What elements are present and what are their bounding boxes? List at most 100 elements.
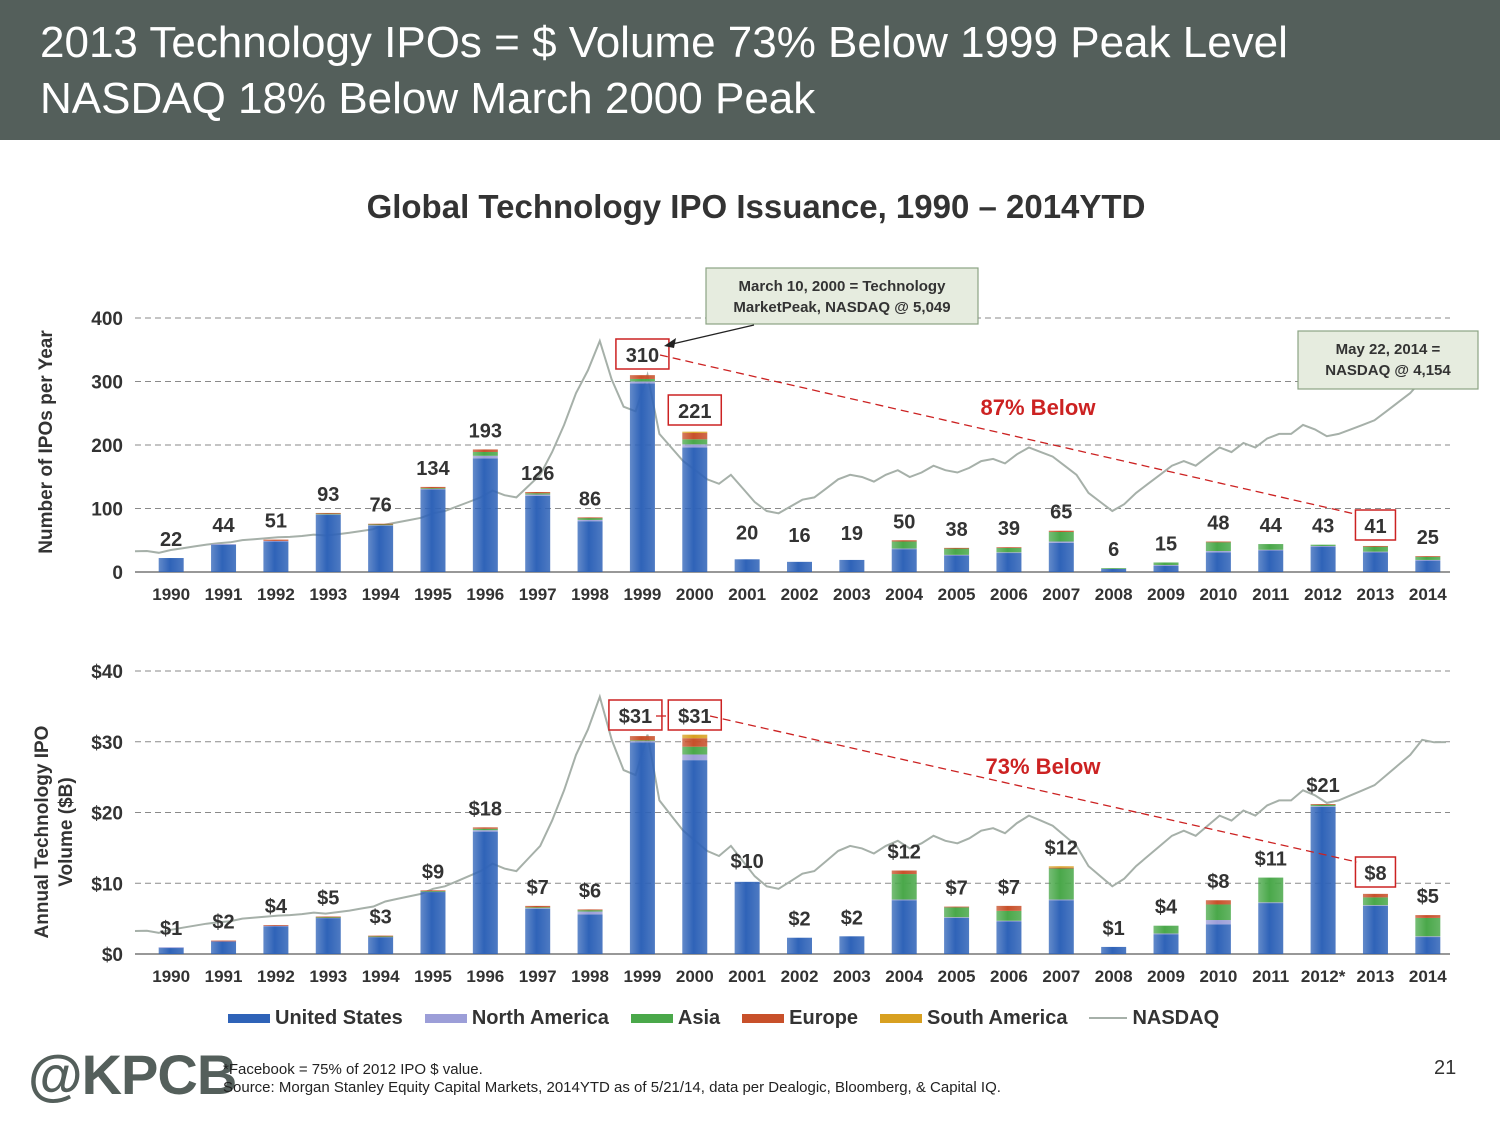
bar-north-america-2014 xyxy=(1415,559,1441,561)
bar-united-states-2008 xyxy=(1101,568,1127,572)
data-label-volume: $4 xyxy=(1155,897,1178,919)
x-tick-label-count: 1994 xyxy=(362,585,400,604)
bar-europe-2010 xyxy=(1205,541,1231,543)
data-label-count: 20 xyxy=(736,522,758,544)
data-label-volume: $8 xyxy=(1364,863,1386,885)
y-tick-label-count: 200 xyxy=(91,436,123,457)
data-label-count: 93 xyxy=(317,484,339,506)
bar-north-america-1992 xyxy=(263,540,289,542)
data-label-count: 38 xyxy=(945,519,967,541)
bar-asia-2010 xyxy=(1205,542,1231,552)
decline-trend-line-volume xyxy=(709,715,1358,863)
bar-united-states-2005 xyxy=(944,917,970,954)
bar-north-america-2013 xyxy=(1362,905,1388,906)
callout-2000-peak-text: March 10, 2000 = Technology xyxy=(739,278,947,295)
bar-asia-2007 xyxy=(1048,868,1074,900)
x-tick-label-volume: 2007 xyxy=(1042,967,1080,986)
bar-asia-1999 xyxy=(629,740,655,742)
highlight-box xyxy=(667,699,723,731)
data-label-volume: $5 xyxy=(317,888,339,910)
header-title-line-1: 2013 Technology IPOs = $ Volume 73% Belo… xyxy=(40,18,1288,67)
bar-north-america-2010 xyxy=(1205,920,1231,925)
bar-united-states-1994 xyxy=(368,525,394,572)
data-label-count: 39 xyxy=(998,518,1020,540)
bar-europe-1992 xyxy=(263,924,289,926)
bar-united-states-2000 xyxy=(682,760,708,954)
data-label-volume: $2 xyxy=(212,912,234,934)
bar-north-america-1991 xyxy=(211,544,237,545)
x-tick-label-count: 2003 xyxy=(833,585,871,604)
bar-north-america-2005 xyxy=(944,917,970,919)
x-tick-label-volume: 1992 xyxy=(257,967,295,986)
x-tick-label-count: 2013 xyxy=(1357,585,1395,604)
x-tick-label-count: 2009 xyxy=(1147,585,1185,604)
x-tick-label-volume: 2012* xyxy=(1301,967,1346,986)
y-axis-label-line: Volume ($B) xyxy=(56,777,77,886)
data-label-volume: $31 xyxy=(678,706,711,728)
decline-trend-line-count xyxy=(659,354,1356,515)
data-label-count: 86 xyxy=(579,488,601,510)
bar-europe-2006 xyxy=(996,547,1022,549)
x-tick-label-volume: 2002 xyxy=(781,967,819,986)
bar-united-states-2010 xyxy=(1205,552,1231,572)
data-label-volume: $7 xyxy=(527,877,549,899)
bar-asia-2004 xyxy=(891,541,917,549)
bar-united-states-1999 xyxy=(629,383,655,572)
bar-asia-2008 xyxy=(1101,568,1127,569)
bar-united-states-2006 xyxy=(996,921,1022,954)
bar-asia-2013 xyxy=(1362,546,1388,552)
x-tick-label-volume: 2010 xyxy=(1199,967,1237,986)
data-label-count: 76 xyxy=(369,495,391,517)
legend-swatch-asia xyxy=(630,1013,673,1023)
bar-asia-2009 xyxy=(1153,562,1179,566)
bar-north-america-1999 xyxy=(629,381,655,384)
y-axis-label-line: Annual Technology IPO xyxy=(32,726,53,939)
legend-line-nasdaq xyxy=(1089,1017,1128,1019)
x-tick-label-volume: 2009 xyxy=(1147,967,1185,986)
bar-europe-2012 xyxy=(1310,804,1336,805)
callout-2014-text: May 22, 2014 = xyxy=(1336,341,1441,358)
bar-united-states-1995 xyxy=(420,489,446,572)
bar-europe-2005 xyxy=(944,547,970,549)
bar-united-states-1994 xyxy=(368,937,394,954)
data-label-volume: $2 xyxy=(841,907,863,929)
bar-asia-2012 xyxy=(1310,544,1336,546)
bar-europe-2010 xyxy=(1205,900,1231,905)
data-label-volume: $8 xyxy=(1207,871,1229,893)
nasdaq-line-count xyxy=(134,338,1447,554)
bar-asia-2004 xyxy=(891,874,917,900)
bar-united-states-2014 xyxy=(1415,937,1441,954)
bar-asia-1996 xyxy=(472,828,498,831)
legend-item-north-america: North America xyxy=(424,1007,609,1030)
x-tick-label-count: 1990 xyxy=(152,585,190,604)
y-tick-label-volume: $10 xyxy=(91,874,123,895)
data-label-count: 6 xyxy=(1108,539,1119,561)
bar-south-america-2000 xyxy=(682,431,708,433)
bar-europe-1997 xyxy=(525,491,551,494)
x-tick-label-count: 2004 xyxy=(885,585,923,604)
data-label-volume: $31 xyxy=(619,706,652,728)
bar-north-america-1997 xyxy=(525,908,551,909)
data-label-count: 50 xyxy=(893,511,915,533)
bar-europe-1991 xyxy=(211,940,237,942)
bar-north-america-2011 xyxy=(1258,549,1284,551)
x-tick-label-count: 2002 xyxy=(781,585,819,604)
data-label-count: 44 xyxy=(212,515,235,537)
legend-label-south-america: South America xyxy=(927,1006,1068,1029)
legend-swatch-south-america xyxy=(880,1013,923,1023)
data-label-volume: $12 xyxy=(888,842,921,864)
bar-north-america-1999 xyxy=(629,741,655,743)
bar-asia-1999 xyxy=(629,378,655,382)
bar-north-america-2012 xyxy=(1310,806,1336,807)
bar-north-america-2009 xyxy=(1153,565,1179,566)
x-tick-label-volume: 1998 xyxy=(571,967,609,986)
x-tick-label-volume: 2011 xyxy=(1252,967,1289,986)
legend-label-nasdaq: NASDAQ xyxy=(1132,1006,1220,1029)
footnote-facebook: *Facebook = 75% of 2012 IPO $ value. xyxy=(223,1061,483,1078)
data-label-volume: $11 xyxy=(1255,849,1287,871)
x-tick-label-count: 1999 xyxy=(624,585,662,604)
data-label-count: 193 xyxy=(469,420,502,442)
legend-item-nasdaq: NASDAQ xyxy=(1089,1007,1219,1030)
callout-arrowhead xyxy=(664,338,676,348)
bar-europe-1996 xyxy=(472,449,498,452)
